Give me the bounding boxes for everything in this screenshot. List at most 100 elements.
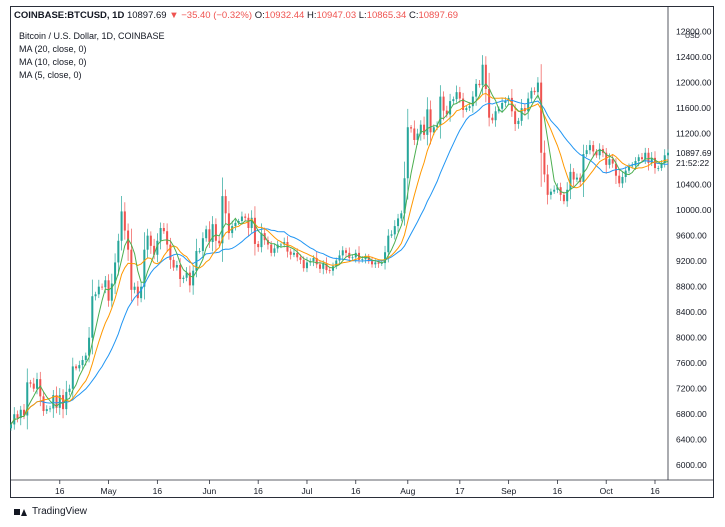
candle-body [663, 155, 666, 163]
y-tick-label: 11200.00 [676, 129, 711, 139]
candle-body [465, 108, 468, 111]
candle-body [198, 250, 201, 252]
candle-body [240, 216, 243, 221]
candle-body [325, 263, 328, 271]
candle-body [192, 270, 195, 286]
candle-body [546, 174, 549, 195]
candle-body [445, 110, 448, 115]
candle-body [429, 109, 432, 133]
candle-body [650, 157, 653, 163]
x-tick-label: 17 [455, 486, 465, 496]
candle-body [260, 233, 263, 248]
candle-body [247, 217, 250, 228]
legend-ma10[interactable]: MA (10, close, 0) [19, 57, 87, 67]
tradingview-logo-icon [14, 507, 28, 517]
candle-body [582, 154, 585, 183]
candle-body [367, 256, 370, 262]
y-tick-label: 6000.00 [676, 460, 707, 470]
price-change: ▼ −35.40 (−0.32%) [169, 10, 253, 21]
candle-body [110, 283, 113, 301]
candle-body [585, 150, 588, 155]
candle-body [627, 166, 630, 171]
y-tick-label: 12800.00 [676, 27, 712, 37]
candle-body [608, 159, 611, 165]
candle-body [120, 211, 123, 241]
candle-body [114, 262, 117, 284]
candle-body [32, 383, 35, 389]
candle-body [374, 262, 377, 265]
candle-body [514, 111, 517, 125]
candle-body [562, 194, 565, 202]
candle-body [107, 280, 110, 301]
candle-body [413, 128, 416, 140]
candle-body [507, 97, 510, 101]
legend-ma20[interactable]: MA (20, close, 0) [19, 44, 87, 54]
candle-body [75, 366, 78, 369]
candle-body [458, 92, 461, 99]
candle-body [179, 264, 182, 280]
candle-body [517, 120, 520, 125]
candle-body [377, 262, 380, 264]
y-tick-label: 10000.00 [676, 205, 712, 215]
y-tick-label: 11600.00 [676, 103, 711, 113]
candle-body [244, 216, 247, 218]
candle-body [631, 165, 634, 167]
candle-body [328, 270, 331, 271]
candle-body [660, 162, 663, 169]
candle-body [419, 124, 422, 134]
candle-body [406, 127, 409, 179]
candle-body [384, 252, 387, 264]
candle-body [397, 218, 400, 227]
candle-body [611, 159, 614, 164]
candle-body [16, 414, 19, 419]
y-tick-label: 7600.00 [676, 358, 707, 368]
candle-body [387, 235, 390, 253]
tradingview-logo[interactable]: TradingView [14, 506, 87, 517]
candle-body [123, 211, 126, 231]
candle-body [302, 259, 305, 269]
chart-frame [10, 6, 714, 498]
candle-body [175, 264, 178, 268]
close-value: 10897.69 [418, 10, 459, 21]
y-tick-label: 6400.00 [676, 435, 707, 445]
high-label: H: [306, 10, 317, 21]
legend-ma5[interactable]: MA (5, close, 0) [19, 70, 82, 80]
indicator-legend: Bitcoin / U.S. Dollar, 1D, COINBASE MA (… [19, 30, 165, 82]
high-value: 10947.03 [316, 10, 357, 21]
candle-body [250, 217, 253, 228]
candle-body [188, 272, 191, 286]
symbol-label[interactable]: COINBASE:BTCUSD, 1D [14, 10, 125, 21]
x-tick-label: 16 [553, 486, 563, 496]
candle-body [19, 409, 22, 419]
ma20-line [10, 99, 668, 425]
y-tick-label: 6800.00 [676, 409, 707, 419]
candle-body [595, 151, 598, 156]
candle-body [484, 64, 487, 89]
candle-body [598, 148, 601, 156]
candle-body [338, 255, 341, 261]
currency-unit-label: USD [685, 33, 700, 40]
candle-body [621, 176, 624, 184]
candle-body [133, 286, 136, 290]
candle-body [462, 98, 465, 111]
candle-body [182, 277, 185, 280]
series-title[interactable]: Bitcoin / U.S. Dollar, 1D, COINBASE [19, 31, 165, 41]
candle-body [143, 249, 146, 287]
candle-body [335, 260, 338, 267]
candle-body [536, 82, 539, 93]
candle-body [390, 234, 393, 236]
candle-body [657, 168, 660, 169]
candle-body [644, 152, 647, 160]
candle-body [279, 244, 282, 246]
candle-body [312, 257, 315, 262]
candle-body [58, 395, 61, 408]
chart-canvas[interactable]: 6000.00 6400.00 6800.00 7200.00 7600.00 8000.… [0, 0, 725, 500]
candle-body [39, 379, 42, 397]
candle-body [97, 286, 100, 295]
candle-body [234, 222, 237, 227]
candle-body [449, 101, 452, 115]
candle-body [380, 263, 383, 264]
candle-body [136, 286, 139, 299]
y-tick-label: 8800.00 [676, 282, 707, 292]
candle-body [130, 249, 133, 290]
